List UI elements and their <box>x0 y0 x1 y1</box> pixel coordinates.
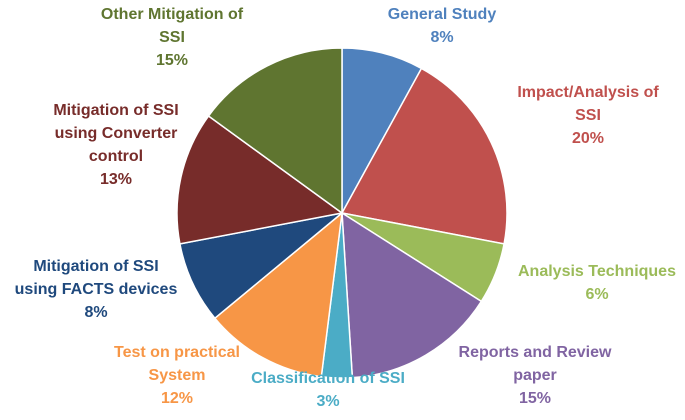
slice-label-text: control <box>89 148 143 165</box>
slice-value-label: 8% <box>84 304 107 321</box>
slice-label-2: Impact/Analysis of SSI 20% <box>517 84 659 147</box>
slice-label-text: using Converter <box>55 125 178 142</box>
slice-label-5: Classification of SSI 3% <box>251 370 405 410</box>
slice-label-7: Mitigation of SSI using FACTS devices 8% <box>15 258 178 321</box>
slice-value-label: 13% <box>100 171 132 188</box>
slice-label-6: Test on practical System 12% <box>114 344 240 407</box>
pie-slices <box>176 47 508 379</box>
slice-label-4: Reports and Review paper 15% <box>459 344 612 407</box>
slice-label-text: SSI <box>575 107 601 124</box>
slice-label-text: System <box>149 367 206 384</box>
slice-label-text: using FACTS devices <box>15 281 178 298</box>
pie-slice-4 <box>341 211 483 379</box>
slice-value-label: 15% <box>519 390 551 407</box>
slice-value-label: 20% <box>572 130 604 147</box>
slice-label-text: General Study <box>388 6 497 23</box>
slice-value-label: 12% <box>161 390 193 407</box>
pie-labels: General Study 8% Impact/Analysis of SSI 20% A… <box>15 6 676 410</box>
slice-label-9: Other Mitigation of SSI 15% <box>101 6 244 69</box>
slice-value-label: 3% <box>316 393 339 410</box>
slice-label-1: General Study 8% <box>388 6 497 46</box>
slice-label-text: Impact/Analysis of <box>517 84 659 101</box>
slice-label-text: Reports and Review <box>459 344 612 361</box>
pie-slice-6 <box>213 211 343 378</box>
slice-value-label: 15% <box>156 52 188 69</box>
slice-label-3: Analysis Techniques 6% <box>518 263 676 303</box>
pie-slice-9 <box>207 47 343 215</box>
slice-label-text: Classification of SSI <box>251 370 405 387</box>
slice-label-text: Mitigation of SSI <box>33 258 158 275</box>
pie-slice-2 <box>340 67 508 245</box>
slice-label-text: paper <box>513 367 557 384</box>
slice-value-label: 6% <box>585 286 608 303</box>
slice-label-text: SSI <box>159 29 185 46</box>
slice-label-text: Analysis Techniques <box>518 263 676 280</box>
slice-value-label: 8% <box>430 29 453 46</box>
slice-label-text: Other Mitigation of <box>101 6 244 23</box>
slice-label-text: Mitigation of SSI <box>53 102 178 119</box>
slice-label-8: Mitigation of SSI using Converter control 1… <box>53 102 178 188</box>
slice-label-text: Test on practical <box>114 344 240 361</box>
pie-slice-8 <box>176 114 344 245</box>
